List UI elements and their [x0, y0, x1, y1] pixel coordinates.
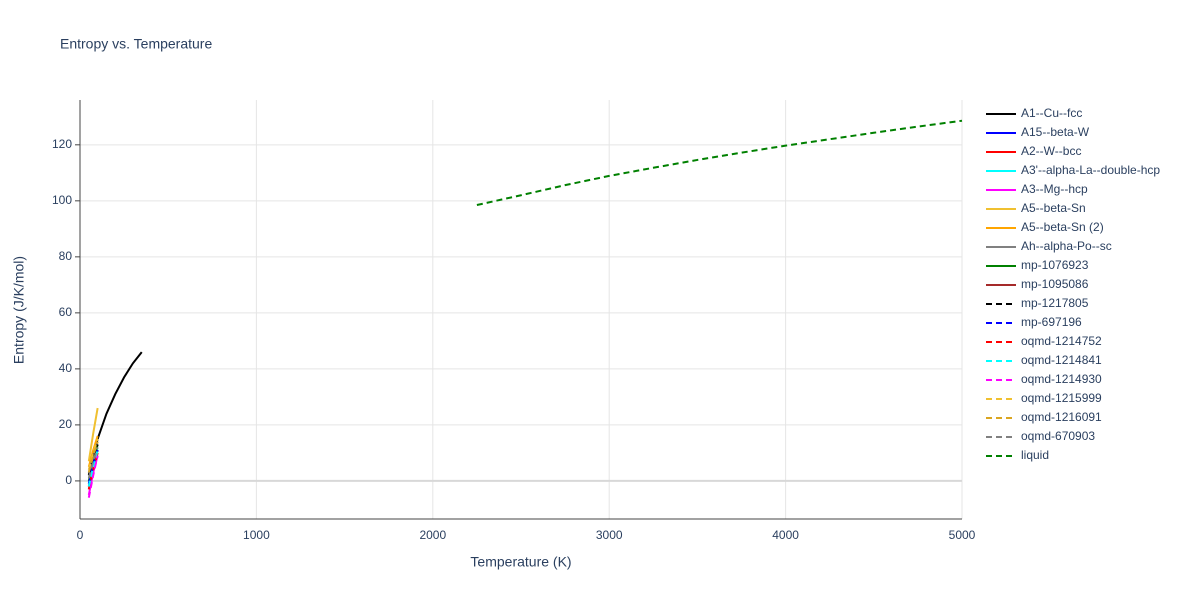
legend-label: A15--beta-W: [1021, 125, 1090, 139]
x-tick-label: 1000: [243, 528, 270, 542]
legend-label: mp-1076923: [1021, 258, 1089, 272]
x-tick-label: 0: [77, 528, 84, 542]
y-tick-label: 20: [59, 417, 73, 431]
legend-label: A2--W--bcc: [1021, 144, 1081, 158]
series-line: [87, 407, 99, 462]
y-tick-label: 60: [59, 305, 73, 319]
chart-title: Entropy vs. Temperature: [60, 36, 212, 52]
y-tick-label: 100: [52, 193, 72, 207]
legend-label: oqmd-1215999: [1021, 391, 1102, 405]
series-line: [87, 455, 99, 498]
legend-label: A3--Mg--hcp: [1021, 182, 1088, 196]
legend-label: A5--beta-Sn (2): [1021, 220, 1104, 234]
series-line: [87, 446, 99, 479]
legend-label: oqmd-1214930: [1021, 372, 1102, 386]
series-line: [87, 452, 99, 490]
legend-label: Ah--alpha-Po--sc: [1021, 239, 1112, 253]
legend-label: oqmd-670903: [1021, 429, 1095, 443]
legend-label: oqmd-1214841: [1021, 353, 1102, 367]
series-line: [87, 441, 99, 473]
legend-label: oqmd-1216091: [1021, 410, 1102, 424]
y-tick-label: 120: [52, 137, 72, 151]
x-tick-label: 2000: [419, 528, 446, 542]
series-line: [476, 119, 963, 207]
legend-label: A5--beta-Sn: [1021, 201, 1086, 215]
legend-label: liquid: [1021, 448, 1049, 462]
legend-label: mp-1217805: [1021, 296, 1089, 310]
y-tick-label: 80: [59, 249, 73, 263]
series-line: [87, 449, 99, 487]
x-tick-label: 4000: [772, 528, 799, 542]
series-line: [87, 438, 99, 470]
x-tick-label: 5000: [949, 528, 976, 542]
legend-label: oqmd-1214752: [1021, 334, 1102, 348]
legend-label: mp-697196: [1021, 315, 1082, 329]
legend-label: A3'--alpha-La--double-hcp: [1021, 163, 1160, 177]
legend-label: mp-1095086: [1021, 277, 1089, 291]
y-tick-label: 0: [65, 473, 72, 487]
x-tick-label: 3000: [596, 528, 623, 542]
y-tick-label: 40: [59, 361, 73, 375]
x-axis-title: Temperature (K): [470, 554, 571, 570]
legend-label: A1--Cu--fcc: [1021, 106, 1082, 120]
y-axis-title: Entropy (J/K/mol): [11, 256, 27, 364]
